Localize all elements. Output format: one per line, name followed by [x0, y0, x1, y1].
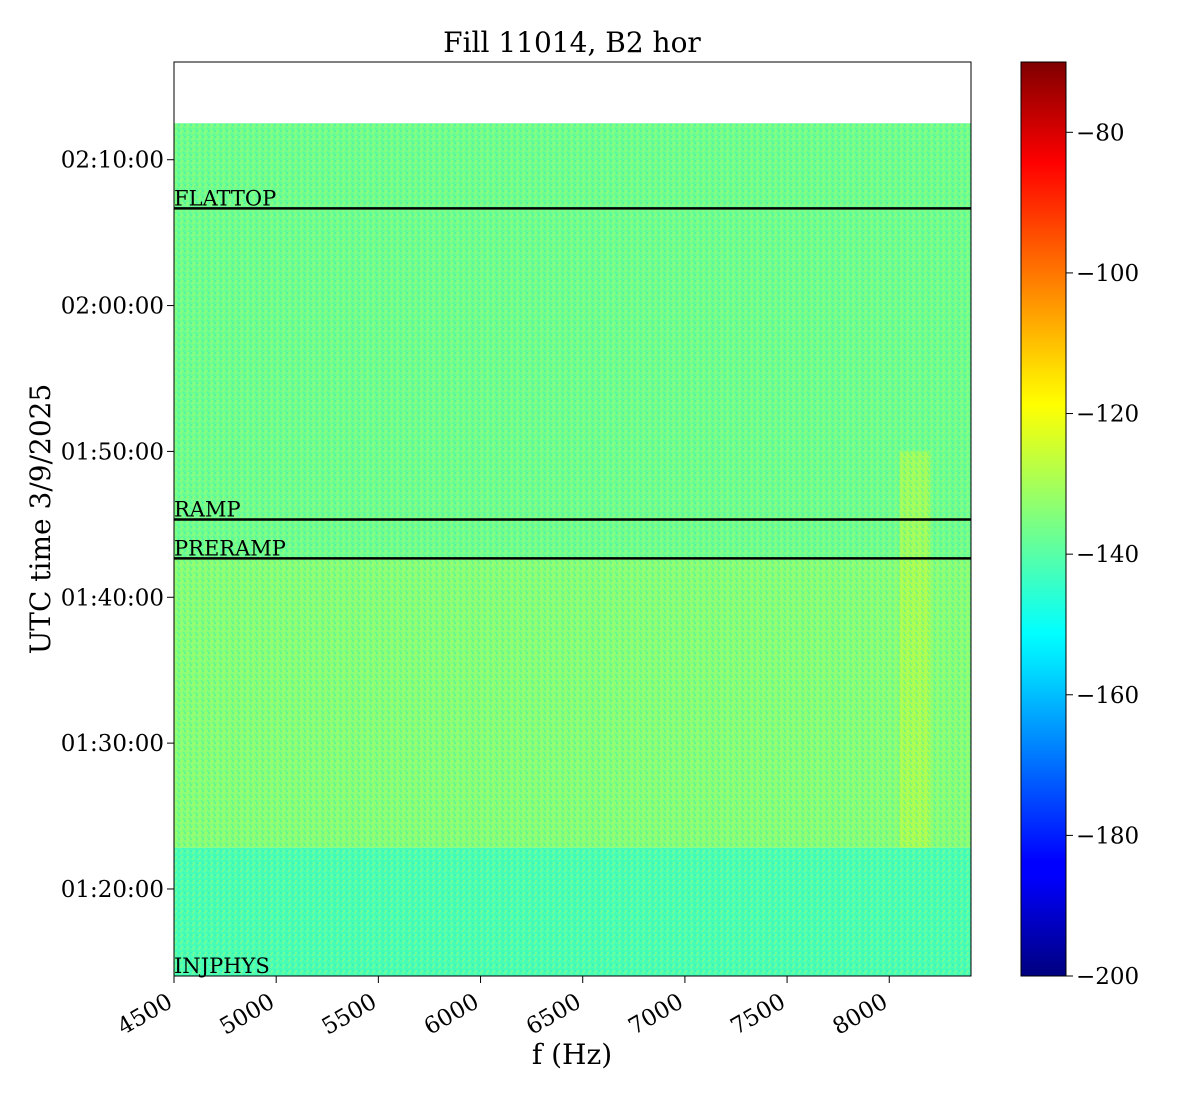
y-tick-label: 02:10:00: [61, 148, 164, 174]
y-tick-label: 02:00:00: [61, 294, 164, 320]
phase-label-ramp: RAMP: [174, 497, 241, 521]
y-tick-label: 01:50:00: [61, 439, 164, 465]
y-tick-label: 01:20:00: [61, 877, 164, 903]
colorbar-tick-label: −80: [1076, 120, 1125, 146]
x-tick-label: 8000: [829, 989, 893, 1041]
x-tick-label: 6000: [420, 989, 484, 1041]
y-tick-label: 01:30:00: [61, 731, 164, 757]
x-tick-label: 4500: [113, 989, 177, 1041]
noise-texture: [174, 123, 971, 976]
x-tick-label: 7000: [624, 989, 688, 1041]
x-axis: 4500 5000 5500 6000 6500 7000 7500 8000: [113, 976, 892, 1040]
colorbar-tick-label: −180: [1076, 823, 1139, 849]
x-tick-label: 6500: [522, 989, 586, 1041]
colorbar-gradient: [1020, 61, 1067, 977]
plot-frame: [173, 61, 972, 977]
colorbar-tick-label: −100: [1076, 261, 1139, 287]
chart-title: Fill 11014, B2 hor: [443, 26, 701, 59]
colorbar-tick-label: −200: [1076, 964, 1139, 990]
x-axis-label: f (Hz): [532, 1038, 612, 1071]
y-axis-label: UTC time 3/9/2025: [24, 384, 57, 655]
plot-area: INJPHYS PRERAMP RAMP FLATTOP: [173, 61, 972, 978]
colorbar: −200 −180 −160 −140 −120 −100 −80: [1020, 61, 1139, 990]
colorbar-tick-label: −120: [1076, 402, 1139, 428]
colorbar-tick-label: −140: [1076, 542, 1139, 568]
phase-label-preramp: PRERAMP: [174, 536, 286, 560]
x-tick-label: 5000: [215, 989, 279, 1041]
phase-marker-labels: INJPHYS PRERAMP RAMP FLATTOP: [174, 186, 286, 978]
phase-label-injphys: INJPHYS: [174, 954, 270, 978]
y-axis: 01:20:00 01:30:00 01:40:00 01:50:00 02:00:00…: [61, 148, 174, 903]
phase-label-flattop: FLATTOP: [174, 186, 276, 210]
colorbar-ticks: −200 −180 −160 −140 −120 −100 −80: [1066, 120, 1139, 990]
x-tick-label: 5500: [318, 989, 382, 1041]
y-tick-label: 01:40:00: [61, 585, 164, 611]
phase-marker-lines: [174, 207, 971, 560]
x-tick-label: 7500: [726, 989, 790, 1041]
colorbar-tick-label: −160: [1076, 683, 1139, 709]
